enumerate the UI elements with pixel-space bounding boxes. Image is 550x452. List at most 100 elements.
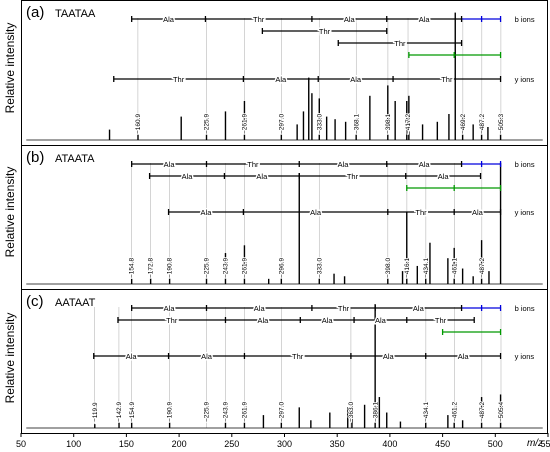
alt-fragment-ladder-residue-label: Thr <box>319 27 331 36</box>
spectrum-panel: (b) ATAATA −154.8 −172.8 −190.8 −225.9 −243.9 −… <box>21 145 548 290</box>
peak-mz-label: −487.2 <box>479 114 486 134</box>
y-axis-label: Relative intensity <box>3 313 17 404</box>
y-ion-ladder-residue-label: Thr <box>173 75 185 84</box>
x-tick-label: 350 <box>330 439 345 449</box>
b-ion-ladder-residue-label: Ala <box>164 160 176 169</box>
b-ion-ladder-residue-label: Ala <box>254 304 266 313</box>
peak-mz-label: −333.0 <box>316 114 323 134</box>
peak-mz-label: −261.9 <box>242 402 249 422</box>
b-ion-ladder-series-label: b ions <box>515 304 535 313</box>
x-axis: 50 100 150 200 250 300 350 400 450 500 550 <box>16 433 550 449</box>
alt-fragment-ladder-residue-label: Thr <box>166 316 178 325</box>
peak-mz-label: −154.8 <box>129 258 136 278</box>
panel-letter: (b) <box>26 149 44 166</box>
peak-mz-label: −417.2 <box>405 114 412 134</box>
peak-mz-label: −190.9 <box>167 402 174 422</box>
b-ion-ladder-series-label: b ions <box>515 160 535 169</box>
alt-fragment-ladder-residue-label: Ala <box>322 316 334 325</box>
x-tick-label: 200 <box>172 439 187 449</box>
x-tick-label: 450 <box>435 439 450 449</box>
x-tick-label: 50 <box>16 439 26 449</box>
b-ion-ladder-residue-label: Thr <box>253 15 265 24</box>
peak-mz-label: −296.9 <box>278 258 285 278</box>
x-tick-label: 550 <box>540 439 550 449</box>
b-ion-ladder-residue-label: Ala <box>419 15 431 24</box>
peak-mz-label: −225.9 <box>204 402 211 422</box>
alt-fragment-ladder-residue-label: Ala <box>257 316 269 325</box>
panel-letter: (c) <box>26 293 44 310</box>
spectrum-panel: (a) TAATAA −160.9 −225.9 −261.9 −297.0 −333.0 −… <box>21 0 548 146</box>
peak-mz-label: −261.9 <box>242 258 249 278</box>
b-ion-ladder-residue-label: Ala <box>338 160 350 169</box>
peak-mz-label: −172.8 <box>148 258 155 278</box>
peak-mz-label: −243.9 <box>223 402 230 422</box>
peak-mz-label: −461.1 <box>451 258 458 278</box>
peak-mz-label: −333.0 <box>316 258 323 278</box>
peak-mz-label: −190.8 <box>167 258 174 278</box>
y-ion-ladder-series-label: y ions <box>515 208 535 217</box>
peak-mz-label: −119.9 <box>92 402 99 422</box>
peak-mz-label: −225.9 <box>204 258 211 278</box>
y-ion-ladder-residue-label: Thr <box>415 208 427 217</box>
peak-mz-label: −243.9 <box>223 258 230 278</box>
y-ion-ladder-residue-label: Ala <box>126 352 138 361</box>
peptide-sequence: TAATAA <box>55 8 96 20</box>
peak-mz-label: −142.9 <box>116 402 123 422</box>
y-ion-ladder-residue-label: Ala <box>201 352 213 361</box>
x-tick-label: 250 <box>224 439 239 449</box>
b-ion-ladder-residue-label: Thr <box>247 160 259 169</box>
b-ion-ladder-residue-label: Ala <box>344 15 356 24</box>
peak-mz-label: −434.1 <box>423 258 430 278</box>
alt-fragment-ladder-residue-label: Thr <box>347 172 359 181</box>
y-ion-ladder-residue-label: Ala <box>383 352 395 361</box>
b-ion-ladder-residue-label: Ala <box>163 15 175 24</box>
b-ion-ladder-residue-label: Ala <box>413 304 425 313</box>
alt-fragment-ladder-residue-label: Ala <box>438 172 450 181</box>
x-tick-label: 500 <box>488 439 503 449</box>
y-ion-ladder-series-label: y ions <box>515 75 535 84</box>
alt-fragment-ladder-residue-label: Ala <box>375 316 387 325</box>
panel-letter: (a) <box>26 4 44 21</box>
y-ion-ladder-residue-label: Ala <box>310 208 322 217</box>
spectrum-panel: (c) AATAAT −119.9 −142.9 −154.9 −190.9 −225.9 −… <box>21 289 548 434</box>
peak-mz-label: −469.2 <box>460 114 467 134</box>
peak-mz-label: −487.2 <box>479 258 486 278</box>
b-ion-ladder-residue-label: Ala <box>419 160 431 169</box>
peak-mz-label: −261.9 <box>242 114 249 134</box>
peak-mz-label: −154.9 <box>129 402 136 422</box>
peak-mz-label: −297.0 <box>279 402 286 422</box>
y-ion-ladder-residue-label: Ala <box>472 208 484 217</box>
peak-mz-label: −505.3 <box>498 114 505 134</box>
peak-mz-label: −434.1 <box>423 402 430 422</box>
y-ion-ladder-residue-label: Thr <box>292 352 304 361</box>
alt-fragment-ladder-residue-label: Ala <box>256 172 268 181</box>
x-tick-label: 400 <box>382 439 397 449</box>
peak-mz-label: −297.0 <box>279 114 286 134</box>
peak-mz-label: −505.4 <box>498 402 505 422</box>
y-ion-ladder-residue-label: Ala <box>275 75 287 84</box>
peak-mz-label: −487.2 <box>479 402 486 422</box>
b-ion-ladder-residue-label: Ala <box>164 304 176 313</box>
alt-fragment-ladder-residue-label: Thr <box>435 316 447 325</box>
y-ion-ladder-residue-label: Ala <box>201 208 213 217</box>
peak-mz-label: −386.1 <box>372 402 379 422</box>
b-ion-ladder-series-label: b ions <box>515 15 535 24</box>
x-tick-label: 300 <box>277 439 292 449</box>
x-tick-label: 100 <box>66 439 81 449</box>
b-ion-ladder-residue-label: Thr <box>338 304 350 313</box>
x-tick-label: 150 <box>119 439 134 449</box>
peptide-sequence: AATAAT <box>55 297 96 309</box>
y-ion-ladder-series-label: y ions <box>515 352 535 361</box>
alt-fragment-ladder-residue-label: Thr <box>394 39 406 48</box>
y-axis-label: Relative intensity <box>3 167 17 258</box>
y-ion-ladder-residue-label: Ala <box>458 352 470 361</box>
y-ion-ladder-residue-label: Thr <box>441 75 453 84</box>
y-axis-label: Relative intensity <box>3 23 17 114</box>
peak-mz-label: −461.2 <box>452 402 459 422</box>
alt-fragment-ladder-residue-label: Ala <box>182 172 194 181</box>
x-axis-label: m/z <box>527 438 543 449</box>
peak-mz-label: −368.1 <box>353 114 360 134</box>
peak-mz-label: −398.1 <box>385 114 392 134</box>
spectra-panels: (a) TAATAA −160.9 −225.9 −261.9 −297.0 −333.0 −… <box>21 0 548 434</box>
